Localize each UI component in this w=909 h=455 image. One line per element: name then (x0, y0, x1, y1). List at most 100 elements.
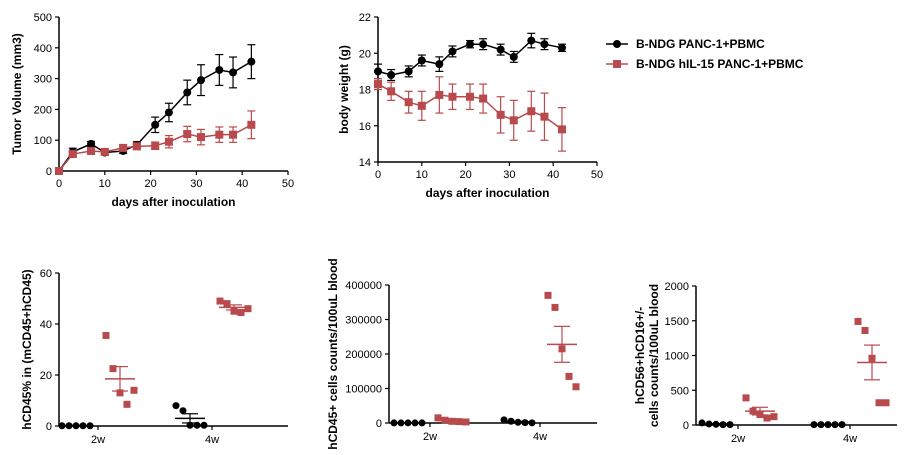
x-tick-label: 20 (144, 178, 156, 190)
data-point (151, 141, 160, 150)
data-point (465, 40, 474, 49)
data-point (544, 291, 552, 299)
data-point (875, 399, 883, 407)
group-black-2w (390, 419, 426, 427)
y-tick-label: 2000 (665, 281, 689, 293)
x-tick-label: 10 (99, 178, 111, 190)
y-tick-label: 0 (46, 166, 52, 178)
data-point (68, 150, 77, 159)
x-tick-label: 50 (282, 178, 294, 190)
y-tick-label: 100000 (345, 384, 382, 396)
x-tick-label: 30 (190, 178, 202, 190)
data-point (172, 402, 180, 410)
y-tick-label: 0 (376, 418, 382, 430)
category-label: 4w (533, 431, 547, 443)
y-tick-label: 0 (46, 421, 52, 433)
data-point (387, 71, 396, 79)
data-point (527, 107, 536, 116)
data-point (509, 116, 518, 125)
x-tick-label: 10 (416, 169, 428, 181)
series-black (374, 32, 566, 82)
data-point (200, 421, 208, 429)
data-point (132, 142, 141, 151)
y-tick-label: 400 (34, 43, 52, 55)
series-red (55, 110, 256, 175)
y-tick-label: 60 (40, 268, 52, 280)
data-point (164, 108, 173, 117)
data-point (151, 120, 160, 129)
data-point (164, 137, 173, 146)
data-point (55, 167, 63, 175)
data-point (183, 88, 192, 97)
y-tick-label: 400000 (345, 280, 382, 292)
y-tick-label: 20 (40, 370, 52, 382)
group-black-2w (58, 422, 94, 430)
x-tick-label: 0 (375, 169, 381, 181)
data-point (417, 101, 426, 110)
data-point (770, 413, 778, 421)
data-point (237, 309, 245, 317)
y-tick-label: 16 (359, 121, 371, 133)
data-point (479, 94, 488, 103)
y-axis-label: hCD45% in (mCD45+hCD45) (20, 269, 34, 429)
data-point (435, 60, 444, 69)
y-axis-label: hCD56+hCD16+/- (633, 307, 647, 404)
data-point (116, 389, 124, 397)
group-red-2w (434, 414, 470, 426)
y-tick-label: 500 (34, 12, 52, 24)
data-point (527, 36, 536, 45)
group-black-2w (698, 419, 734, 429)
y-tick-label: 500 (671, 385, 689, 397)
data-point (109, 365, 117, 373)
group-black-4w (810, 421, 846, 429)
data-point (528, 419, 536, 427)
y-axis-label: body weight (g) (337, 45, 351, 134)
data-point (557, 125, 566, 134)
nk-counts-chart: 0 500 1000 1500 2000 2w 4w hCD56+hCD16+/- cells … (633, 281, 897, 445)
series-black (55, 44, 256, 175)
group-black-4w (500, 416, 536, 427)
group-red-2w (742, 394, 778, 422)
data-point (215, 65, 224, 74)
group-red-4w (544, 291, 580, 391)
category-label: 4w (205, 434, 219, 446)
y-tick-label: 18 (359, 85, 371, 97)
data-point (100, 147, 109, 156)
y-tick-label: 22 (359, 12, 371, 24)
data-point (123, 400, 131, 408)
data-point (465, 92, 474, 101)
category-label: 2w (91, 434, 105, 446)
y-tick-label: 200000 (345, 349, 382, 361)
x-tick-label: 30 (503, 169, 515, 181)
group-red-2w (102, 331, 138, 408)
y-tick-label: 200 (34, 104, 52, 116)
x-tick-label: 20 (459, 169, 471, 181)
data-point (196, 76, 205, 85)
data-point (435, 90, 444, 99)
data-point (102, 331, 110, 339)
y-tick-label: 1500 (665, 316, 689, 328)
category-label: 4w (843, 433, 857, 445)
x-axis-label: days after inoculation (111, 195, 235, 209)
data-point (119, 143, 128, 152)
data-point (215, 130, 224, 139)
data-point (196, 133, 205, 142)
y-tick-label: 20 (359, 48, 371, 60)
x-tick-label: 40 (547, 169, 559, 181)
hcd45-percent-chart: 0 20 40 60 2w 4w hCD45% in (mCD45+hCD45) (20, 268, 288, 446)
data-point (404, 67, 413, 76)
data-point (387, 87, 396, 96)
category-label: 2w (731, 433, 745, 445)
data-point (230, 307, 238, 315)
data-point (247, 57, 256, 66)
data-point (179, 407, 187, 415)
data-point (462, 418, 470, 426)
data-point (540, 112, 549, 121)
legend-item-black: B-NDG PANC-1+PBMC (606, 37, 765, 51)
y-tick-label: 100 (34, 135, 52, 147)
data-point (434, 414, 442, 422)
y-axis-label: hCD45+ cells counts/100uL blood (326, 258, 340, 450)
y-tick-label: 0 (683, 420, 689, 432)
series-red (374, 76, 566, 152)
